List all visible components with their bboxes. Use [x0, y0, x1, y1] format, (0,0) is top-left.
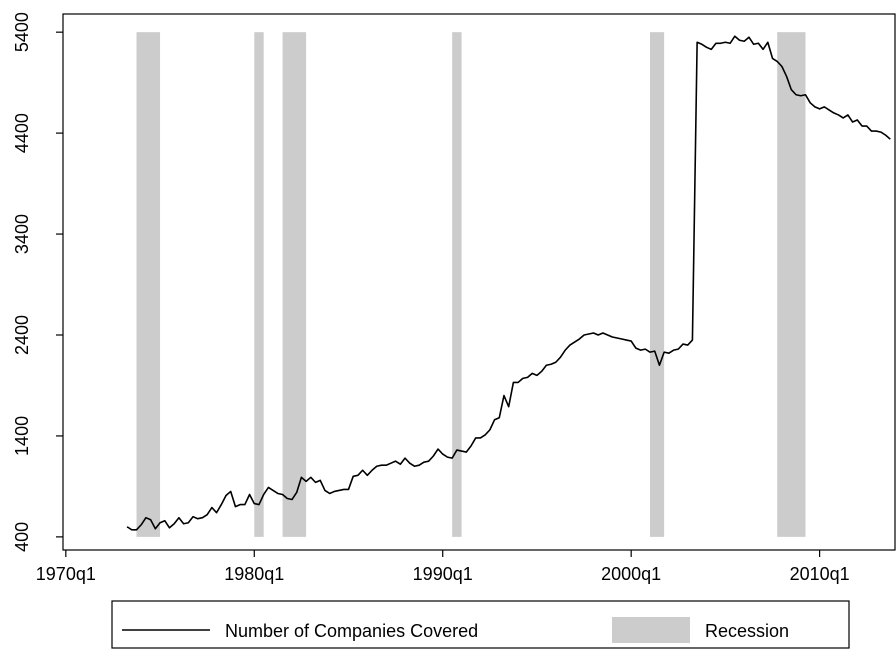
y-tick-label: 4400: [12, 113, 32, 153]
x-tick-label: 1990q1: [413, 564, 473, 584]
legend-label: Recession: [705, 621, 789, 641]
recession-band: [650, 32, 665, 537]
recession-bands: [136, 32, 806, 537]
x-tick-label: 1970q1: [36, 564, 96, 584]
x-tick-label: 2000q1: [601, 564, 661, 584]
recession-band: [254, 32, 264, 537]
y-tick-label: 5400: [12, 12, 32, 52]
recession-band: [777, 32, 806, 537]
axes: 400 1400 2400 3400 4400 5400 1970q1 1980q1 1990q…: [12, 12, 850, 584]
legend: Number of Companies Covered Recession: [111, 600, 850, 649]
lines: [126, 35, 891, 531]
plot-frame: [62, 13, 896, 551]
x-tick-label: 2010q1: [790, 564, 850, 584]
x-tick-label: 1980q1: [224, 564, 284, 584]
data-line: [126, 35, 891, 531]
y-tick-label: 1400: [12, 416, 32, 456]
legend-box: [111, 600, 850, 649]
y-tick-label: 2400: [12, 315, 32, 355]
y-tick-label: 400: [12, 522, 32, 552]
recession-band: [452, 32, 462, 537]
recession-band: [136, 32, 161, 537]
recession-band: [282, 32, 307, 537]
legend-label: Number of Companies Covered: [225, 621, 478, 641]
legend-band-swatch: [612, 617, 690, 643]
y-tick-label: 3400: [12, 214, 32, 254]
